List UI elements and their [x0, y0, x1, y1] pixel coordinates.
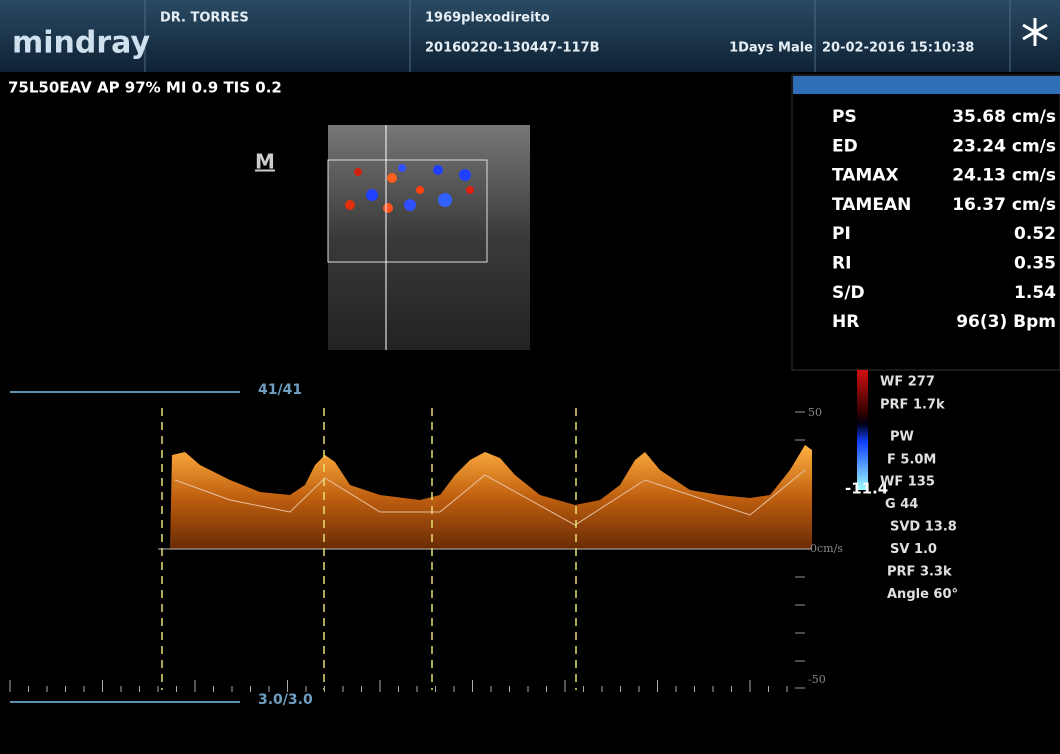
measure-label: TAMAX [832, 166, 899, 186]
doppler-param: PRF 3.3k [887, 565, 952, 580]
patient-info: 1Days Male [729, 41, 813, 56]
scale-top: 50 [808, 406, 822, 419]
exam-id: 20160220-130447-117B [425, 41, 599, 56]
time-ticks [10, 680, 787, 692]
measure-value: 0.35 [1014, 254, 1056, 274]
measure-panel-top [793, 76, 1060, 94]
doppler-param: SVD 13.8 [890, 520, 957, 535]
time-counter: 3.0/3.0 [258, 692, 313, 708]
measure-value: 96(3) Bpm [956, 312, 1056, 332]
color-param: PW [890, 430, 914, 445]
scale-zero: 0cm/s [810, 542, 843, 555]
doppler-param: WF 135 [880, 475, 935, 490]
measure-value: 0.52 [1014, 224, 1056, 244]
color-param: WF 277 [880, 375, 935, 390]
frame-counter: 41/41 [258, 382, 302, 398]
logo: mindray [12, 26, 150, 61]
measure-label: ED [832, 136, 858, 156]
measure-value: 23.24 cm/s [952, 136, 1056, 156]
measure-label: TAMEAN [832, 195, 911, 215]
measure-label: S/D [832, 283, 865, 303]
measure-value: 24.13 cm/s [952, 166, 1056, 186]
measure-value: 16.37 cm/s [952, 195, 1056, 215]
doppler-param: SV 1.0 [890, 542, 937, 557]
doctor: DR. TORRES [160, 11, 249, 26]
doppler-param: Angle 60° [887, 587, 958, 602]
scale-bottom: -50 [808, 673, 826, 686]
datetime: 20-02-2016 15:10:38 [822, 41, 974, 56]
color-bar [857, 370, 868, 490]
measure-label: PI [832, 224, 851, 244]
measure-label: HR [832, 312, 859, 332]
status-line: 75L50EAV AP 97% MI 0.9 TIS 0.2 [8, 79, 282, 97]
doppler-spectrum [170, 445, 812, 549]
measure-value: 35.68 cm/s [952, 107, 1056, 127]
image-marker: M [255, 150, 275, 174]
measure-value: 1.54 [1014, 283, 1056, 303]
patient-name: 1969plexodireito [425, 11, 550, 26]
color-param: PRF 1.7k [880, 398, 945, 413]
color-param: F 5.0M [887, 453, 936, 468]
measure-label: PS [832, 107, 857, 127]
doppler-param: G 44 [885, 497, 918, 512]
b-mode-image [328, 125, 530, 350]
measure-label: RI [832, 254, 851, 274]
ultrasound-screen: mindray DR. TORRES 1969plexodireito 2016… [0, 0, 1060, 750]
